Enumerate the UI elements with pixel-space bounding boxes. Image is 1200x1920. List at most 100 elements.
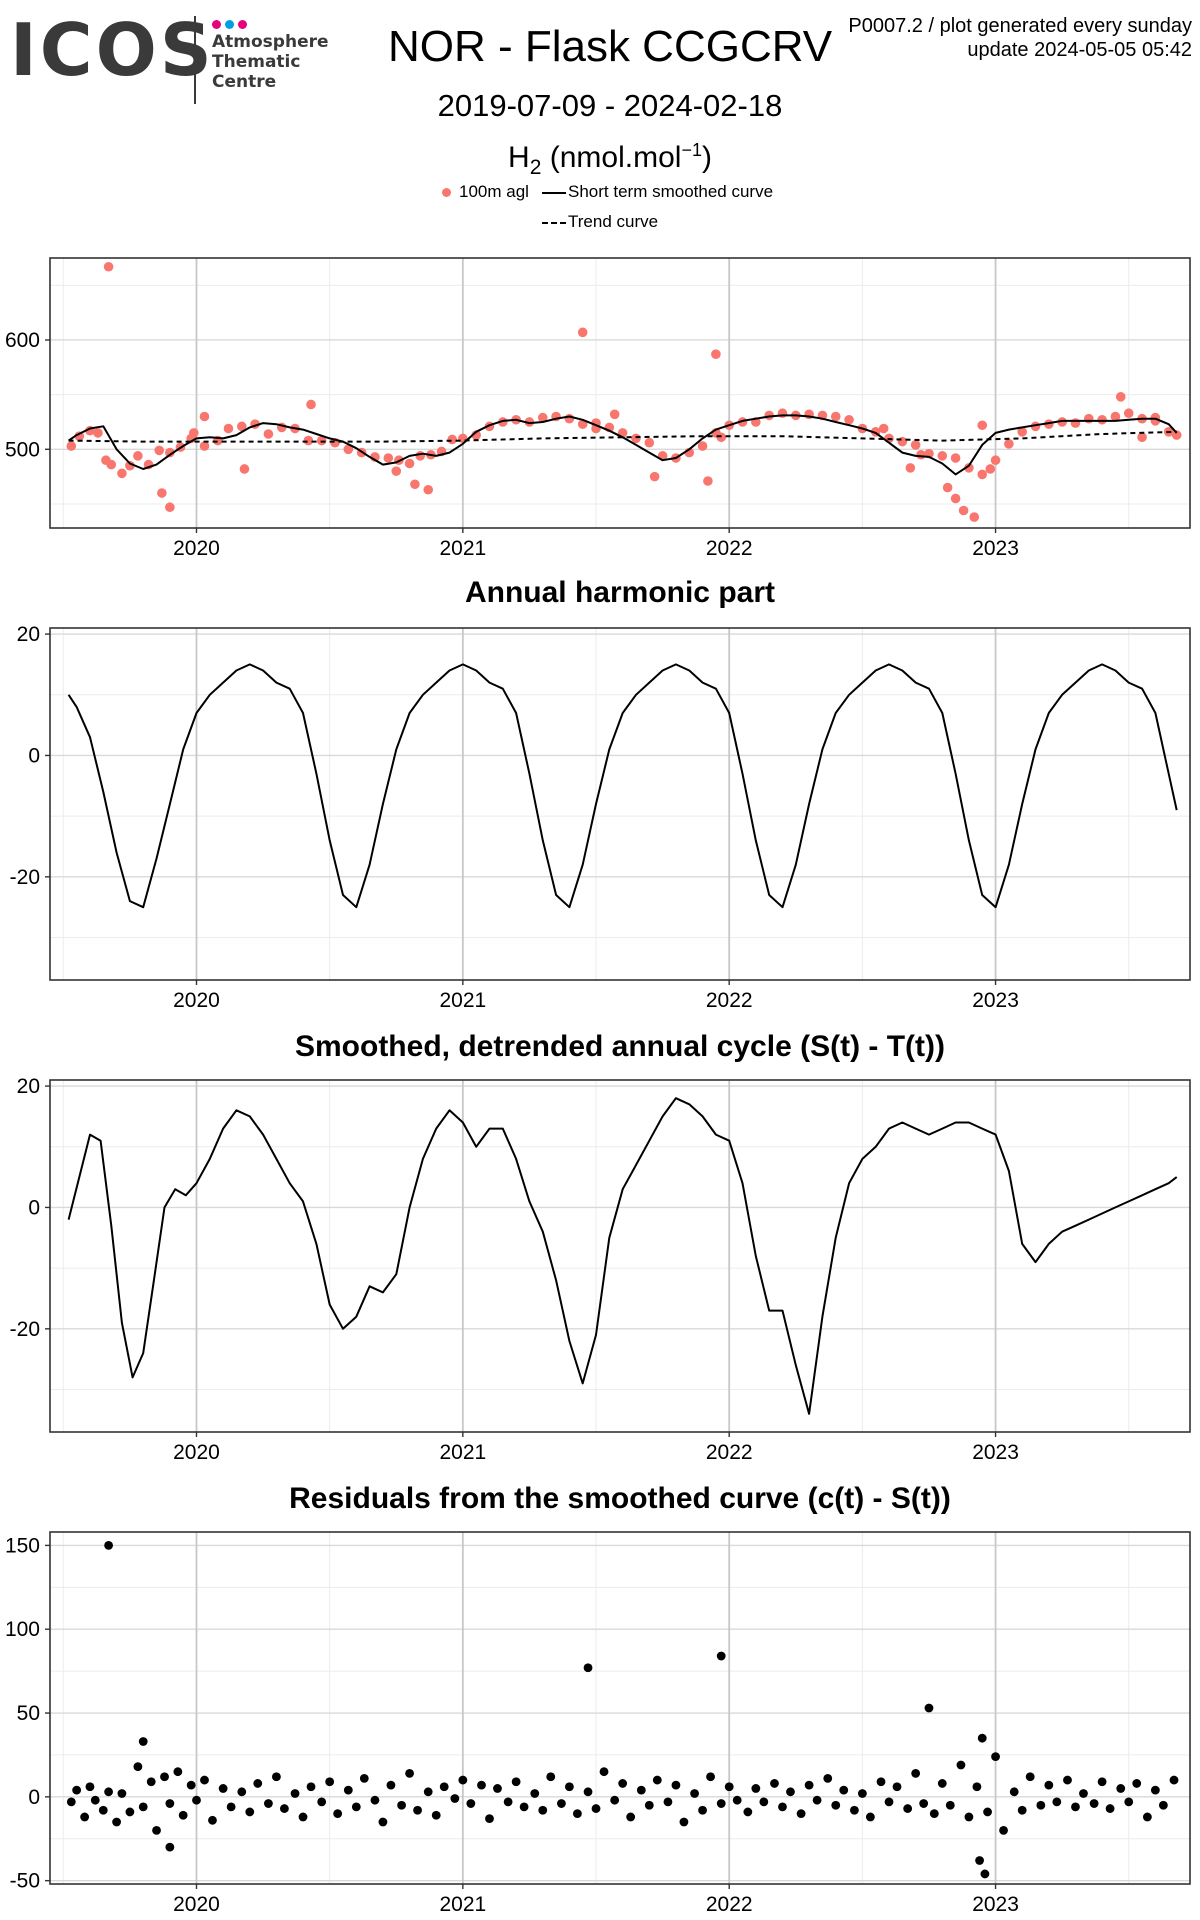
data-point bbox=[117, 1789, 127, 1798]
product-line: P0007.2 / plot generated every sunday bbox=[848, 15, 1192, 37]
data-point bbox=[410, 479, 420, 490]
data-point bbox=[572, 1809, 582, 1818]
data-point bbox=[631, 433, 641, 444]
data-point bbox=[447, 434, 457, 445]
data-point bbox=[125, 460, 135, 471]
data-point bbox=[1097, 414, 1107, 425]
data-point bbox=[1115, 392, 1126, 402]
data-point bbox=[564, 413, 575, 424]
data-point bbox=[104, 1787, 113, 1797]
data-point bbox=[732, 1795, 742, 1805]
data-point bbox=[786, 1787, 795, 1797]
data-point bbox=[245, 1807, 255, 1817]
data-point bbox=[942, 482, 953, 493]
data-point bbox=[253, 1779, 263, 1788]
y-tick-label: 20 bbox=[17, 1075, 40, 1098]
data-point bbox=[977, 420, 988, 431]
data-point bbox=[439, 1782, 449, 1792]
legend-item-points: 100m agl bbox=[442, 182, 529, 202]
data-point bbox=[1150, 1785, 1160, 1795]
data-point bbox=[192, 1795, 201, 1805]
data-point bbox=[977, 469, 988, 480]
data-point bbox=[1083, 413, 1094, 424]
x-tick-label: 2020 bbox=[173, 989, 220, 1012]
data-point bbox=[218, 1784, 228, 1793]
unit-exponent: −1 bbox=[681, 140, 702, 160]
data-point bbox=[423, 1787, 433, 1797]
data-point bbox=[1123, 408, 1134, 419]
unit-close: ) bbox=[701, 141, 712, 174]
data-point bbox=[165, 447, 175, 458]
chart-title: Residuals from the smoothed curve (c(t) … bbox=[289, 1482, 951, 1515]
data-point bbox=[1158, 1800, 1168, 1810]
data-point bbox=[724, 1782, 734, 1792]
data-point bbox=[1171, 430, 1182, 440]
data-point bbox=[937, 1779, 947, 1788]
data-point bbox=[117, 468, 127, 479]
data-point bbox=[378, 1817, 388, 1827]
plot-title: NOR - Flask CCGCRV bbox=[387, 22, 833, 71]
data-point bbox=[74, 431, 85, 441]
unit-text: (nmol.mol bbox=[549, 141, 682, 174]
logo-dots-icon bbox=[212, 16, 251, 34]
series-line bbox=[67, 1097, 1178, 1415]
data-point bbox=[636, 1785, 646, 1795]
data-point bbox=[950, 493, 961, 504]
data-point bbox=[537, 412, 548, 423]
data-point bbox=[199, 411, 210, 422]
data-point bbox=[1079, 1789, 1088, 1798]
data-point bbox=[397, 1800, 406, 1810]
data-point bbox=[133, 1762, 143, 1772]
logo-line: Thematic bbox=[212, 52, 301, 72]
data-point bbox=[999, 1825, 1008, 1835]
data-point bbox=[1004, 439, 1014, 449]
x-tick-label: 2021 bbox=[439, 989, 486, 1012]
x-tick-label: 2023 bbox=[972, 1893, 1019, 1916]
data-point bbox=[903, 1804, 913, 1813]
update-line: update 2024-05-05 05:42 bbox=[967, 39, 1192, 61]
legend-label: Short term smoothed curve bbox=[568, 182, 774, 201]
data-point bbox=[716, 1799, 726, 1808]
data-point bbox=[892, 1782, 902, 1792]
data-point bbox=[343, 1785, 353, 1795]
data-point bbox=[1070, 418, 1081, 428]
data-point bbox=[823, 1774, 833, 1783]
data-point bbox=[618, 1779, 628, 1788]
data-point bbox=[383, 453, 394, 463]
data-point bbox=[910, 440, 921, 450]
data-point bbox=[237, 1787, 247, 1797]
data-point bbox=[1105, 1804, 1115, 1813]
data-point bbox=[977, 1733, 987, 1743]
data-point bbox=[1142, 1812, 1152, 1822]
data-point bbox=[964, 1812, 974, 1822]
panel-border bbox=[49, 1079, 1191, 1433]
data-point bbox=[958, 505, 969, 516]
data-point bbox=[200, 1775, 209, 1785]
data-point bbox=[511, 1777, 521, 1787]
species-subscript: 2 bbox=[529, 156, 542, 179]
data-point bbox=[950, 453, 961, 463]
data-point bbox=[519, 1802, 529, 1812]
data-point bbox=[564, 1782, 574, 1792]
data-point bbox=[599, 1767, 609, 1777]
data-point bbox=[423, 484, 434, 495]
chart-panel-1: 500 600 2020 2021 2022 2023 bbox=[5, 257, 1191, 560]
x-tick-label: 2020 bbox=[173, 1893, 220, 1916]
y-tick-label: 150 bbox=[5, 1534, 40, 1557]
data-point bbox=[1137, 432, 1147, 443]
data-point bbox=[165, 1799, 175, 1808]
data-point bbox=[812, 1795, 822, 1805]
data-point bbox=[264, 1799, 273, 1808]
logo-dot-icon bbox=[225, 20, 234, 29]
data-point bbox=[990, 455, 1001, 466]
series-line bbox=[67, 663, 1178, 909]
data-point bbox=[343, 444, 354, 455]
data-point bbox=[223, 423, 234, 434]
y-tick-label: 0 bbox=[28, 1786, 40, 1809]
data-point bbox=[751, 1784, 761, 1793]
data-point bbox=[884, 1797, 894, 1807]
data-point bbox=[458, 1775, 468, 1785]
data-point bbox=[716, 1651, 726, 1661]
logo-caption: Atmosphere Thematic Centre bbox=[212, 32, 329, 92]
